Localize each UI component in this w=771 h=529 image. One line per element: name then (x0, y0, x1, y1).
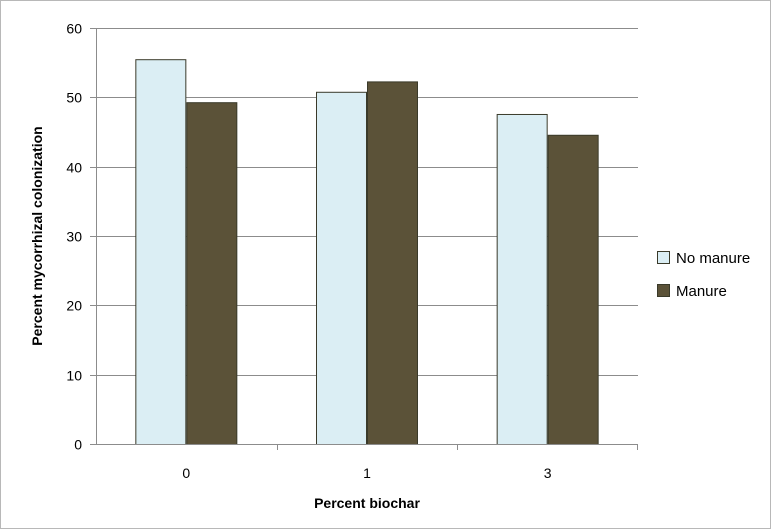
x-axis-title: Percent biochar (314, 495, 420, 511)
legend-swatch-no-manure (657, 251, 670, 264)
y-tick-label-40: 40 (66, 160, 82, 176)
bars (135, 59, 599, 446)
y-tick-label-20: 20 (66, 298, 82, 314)
y-tick-label-0: 0 (74, 437, 82, 453)
y-tick-label-60: 60 (66, 21, 82, 37)
bar-manure-1 (367, 81, 418, 446)
bar-no-manure-3 (496, 113, 548, 446)
bar-no-manure-1 (316, 91, 367, 446)
bar-manure-0 (186, 102, 238, 445)
x-tick-label-3: 3 (544, 465, 552, 481)
bar-no-manure-0 (135, 59, 187, 445)
legend-swatch-manure (657, 284, 670, 297)
legend-label-no-manure: No manure (676, 250, 750, 267)
y-tick-label-50: 50 (66, 90, 82, 106)
x-tick-label-1: 1 (363, 465, 371, 481)
legend: No manure Manure (657, 250, 750, 300)
ticks: 0 10 20 30 40 50 60 0 1 3 (66, 21, 638, 481)
y-tick-label-30: 30 (66, 229, 82, 245)
y-axis-title: Percent mycorrhizal colonization (29, 126, 45, 345)
legend-label-manure: Manure (676, 283, 727, 300)
y-tick-label-10: 10 (66, 368, 82, 384)
bar-manure-3 (547, 134, 599, 445)
axes (96, 28, 638, 445)
x-tick-label-0: 0 (182, 465, 190, 481)
